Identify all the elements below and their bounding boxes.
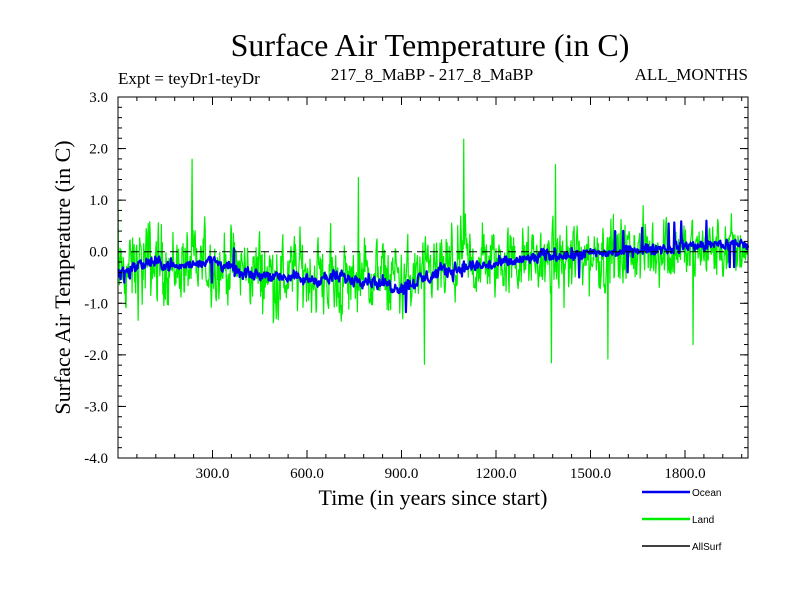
legend-label-land: Land — [692, 515, 714, 526]
y-tick-label: -3.0 — [84, 399, 108, 415]
x-tick-label: 1800.0 — [664, 466, 705, 482]
plot-frame — [117, 96, 749, 459]
y-tick-label: 2.0 — [89, 142, 108, 158]
x-tick-label: 300.0 — [196, 466, 230, 482]
y-tick-label: 1.0 — [89, 193, 108, 209]
x-tick-label: 1200.0 — [475, 466, 516, 482]
chart-title: Surface Air Temperature (in C) — [231, 27, 630, 63]
x-tick-label: 600.0 — [290, 466, 324, 482]
y-axis-label: Surface Air Temperature (in C) — [50, 140, 75, 414]
subtitle-experiment: Expt = teyDr1-teyDr — [118, 69, 260, 88]
x-tick-label: 900.0 — [385, 466, 419, 482]
legend-label-allsurf: AllSurf — [692, 542, 722, 553]
axis-ticks: 3.0 2.0 1.0 0.0 -1.0 -2.0 -3.0 -4.0 300.0 600.0 90… — [84, 90, 748, 482]
legend: Ocean Land AllSurf — [642, 488, 722, 553]
y-tick-label: -4.0 — [84, 451, 108, 467]
y-tick-label: -1.0 — [84, 296, 108, 312]
x-axis-label: Time (in years since start) — [319, 485, 548, 510]
subtitle-period: 217_8_MaBP - 217_8_MaBP — [331, 65, 533, 84]
y-tick-label: 3.0 — [89, 90, 108, 106]
legend-label-ocean: Ocean — [692, 488, 721, 499]
x-tick-label: 1500.0 — [570, 466, 611, 482]
y-tick-label: 0.0 — [89, 245, 108, 261]
subtitle-months: ALL_MONTHS — [635, 65, 748, 84]
y-tick-label: -2.0 — [84, 348, 108, 364]
